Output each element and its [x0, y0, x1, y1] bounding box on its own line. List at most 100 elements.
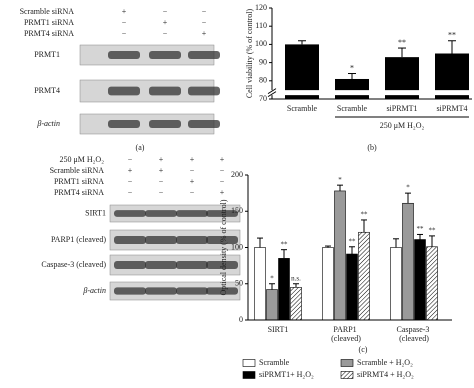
blot-band: [176, 261, 208, 269]
significance: n.s.: [291, 274, 301, 282]
sign: −: [202, 7, 207, 16]
blot-band: [114, 210, 146, 217]
bar: [426, 246, 438, 321]
sign: −: [128, 188, 133, 197]
axis-break-mark: [267, 91, 277, 98]
blot-band: [176, 236, 208, 244]
bar: [358, 231, 370, 321]
panel-label: (b): [367, 143, 377, 152]
x-tick-label: SIRT1: [268, 325, 289, 334]
blot-band: [108, 51, 140, 59]
band-label: SIRT1: [85, 208, 106, 217]
blot-band: [188, 120, 220, 128]
significance: **: [398, 38, 406, 47]
sign: +: [202, 29, 207, 38]
y-tick-label: 50: [235, 279, 243, 288]
blot-band: [145, 210, 177, 217]
legend-label: Scramble: [259, 358, 290, 367]
blot-band: [149, 86, 181, 96]
blot-band: [108, 120, 140, 128]
band-label: PARP1 (cleaved): [51, 235, 106, 244]
y-tick-label: 80: [259, 76, 267, 85]
legend-swatch: [340, 371, 354, 379]
bar: [290, 287, 302, 321]
sign: −: [202, 18, 207, 27]
significance: **: [429, 227, 437, 235]
sign: +: [163, 18, 168, 27]
sign: +: [128, 166, 133, 175]
sign: −: [190, 166, 195, 175]
bar: [254, 247, 266, 321]
sign: −: [159, 188, 164, 197]
band-label: β-actin: [82, 286, 106, 295]
y-tick-label: 200: [231, 170, 243, 179]
significance: *: [350, 63, 354, 72]
significance: *: [270, 274, 274, 282]
axis-break-mark: [267, 88, 277, 95]
significance: **: [361, 211, 369, 219]
sign: −: [128, 155, 133, 164]
blot-band: [176, 287, 208, 295]
blot-band: [114, 287, 146, 295]
sign: +: [159, 155, 164, 164]
bar: [322, 247, 334, 321]
sign: +: [122, 7, 127, 16]
sign: −: [128, 177, 133, 186]
x-tick-label: Scramble: [287, 104, 318, 113]
x-tick-label: siPRMT4: [436, 104, 467, 113]
blot-band: [206, 261, 238, 269]
sign: +: [159, 166, 164, 175]
legend-swatch: [242, 359, 256, 367]
bar: [414, 239, 426, 321]
condition-label: PRMT1 siRNA: [54, 177, 104, 186]
significance: *: [406, 184, 410, 192]
x-tick-label: Caspase-3 (cleaved): [397, 325, 432, 343]
blot-band: [206, 210, 238, 217]
y-tick-label: 70: [259, 94, 267, 103]
blot-band: [114, 236, 146, 244]
y-tick-label: 150: [231, 206, 243, 215]
significance: **: [448, 31, 456, 40]
sign: −: [190, 188, 195, 197]
sign: −: [163, 29, 168, 38]
x-tick-label: PARP1 (cleaved): [331, 325, 361, 343]
y-tick-label: 0: [239, 315, 243, 324]
legend-swatch: [242, 371, 256, 379]
blot-band: [145, 287, 177, 295]
condition-label: Scramble siRNA: [50, 166, 105, 175]
panel-label: (c): [359, 345, 368, 354]
legend-label: siPRMT4 + H₂O₂: [357, 370, 414, 379]
panel-label: (a): [136, 143, 145, 152]
band-label: PRMT1: [34, 50, 60, 59]
significance: **: [281, 240, 289, 248]
blot-band: [114, 261, 146, 269]
blot-band: [145, 261, 177, 269]
sign: +: [190, 177, 195, 186]
bar: [402, 202, 414, 321]
sign: +: [220, 188, 225, 197]
legend-label: siPRMT1+ H₂O₂: [259, 370, 314, 379]
y-tick-label: 120: [255, 3, 267, 12]
blot-band: [149, 120, 181, 128]
condition-label: PRMT1 siRNA: [24, 18, 74, 27]
blot-band: [206, 287, 238, 295]
blot-band: [108, 86, 140, 96]
sign: −: [122, 29, 127, 38]
group-label: 250 μM H₂O₂: [380, 121, 425, 130]
bar: [266, 289, 278, 321]
y-tick-label: 90: [259, 57, 267, 66]
sign: −: [220, 166, 225, 175]
bar: [390, 247, 402, 321]
condition-label: 250 μM H₂O₂: [59, 155, 104, 164]
y-tick-label: 100: [231, 242, 243, 251]
sign: −: [163, 7, 168, 16]
legend-label: Scramble + H₂O₂: [357, 358, 413, 367]
blot-band: [176, 210, 208, 217]
condition-label: PRMT4 siRNA: [24, 29, 74, 38]
bar: [346, 253, 358, 321]
sign: −: [122, 18, 127, 27]
significance: **: [417, 225, 425, 233]
bar: [285, 44, 319, 99]
blot-band: [145, 236, 177, 244]
